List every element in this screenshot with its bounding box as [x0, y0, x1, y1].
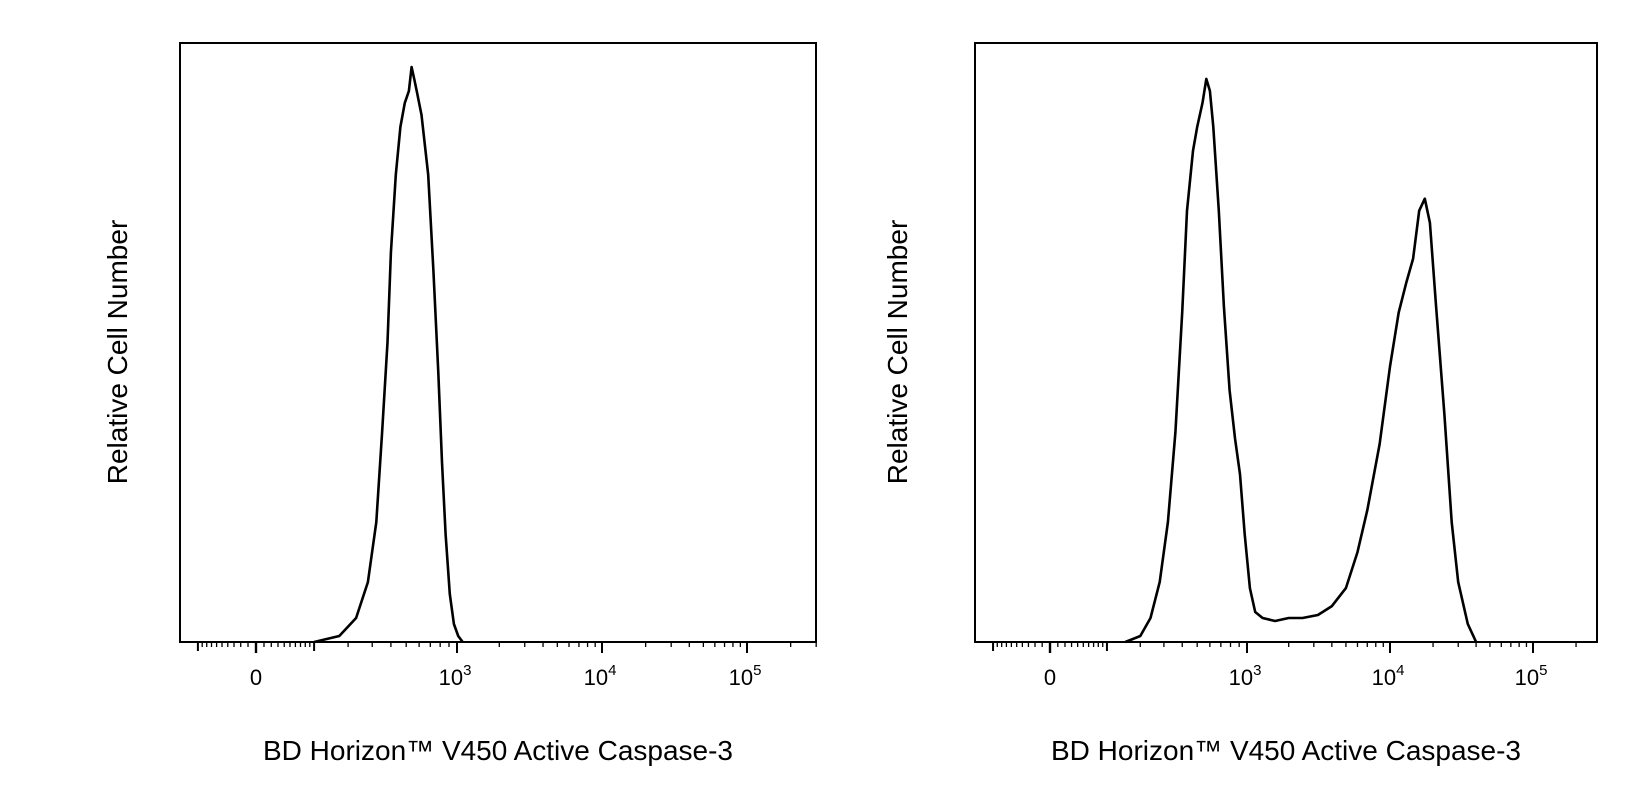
histogram-panel-right: 0 103 104 105 BD Horizon™ V450 Active Caspa… — [882, 42, 1598, 766]
histogram-panel-left: 0 103 104 105 BD Horizon™ V450 Active Caspa… — [102, 42, 817, 766]
y-axis-title: Relative Cell Number — [102, 220, 133, 485]
x-tick-exponent: 3 — [463, 662, 471, 679]
plot-frame — [179, 42, 817, 643]
x-tick-exponent: 4 — [608, 662, 616, 679]
x-tick-label: 0 — [1044, 665, 1056, 690]
x-axis-title: BD Horizon™ V450 Active Caspase-3 — [263, 735, 733, 766]
x-tick-label: 0 — [250, 665, 262, 690]
x-axis-ticks — [992, 642, 1577, 653]
x-tick-label: 105 — [729, 662, 762, 690]
x-tick-exponent: 4 — [1396, 662, 1404, 679]
histogram-curve — [1124, 77, 1478, 644]
x-tick-exponent: 5 — [1539, 662, 1547, 679]
x-tick-labels: 0 103 104 105 — [1044, 662, 1548, 690]
x-tick-label: 103 — [439, 662, 472, 690]
plot-frame — [974, 42, 1598, 643]
x-tick-exponent: 3 — [1253, 662, 1261, 679]
x-tick-label: 104 — [584, 662, 617, 690]
x-tick-label: 104 — [1372, 662, 1405, 690]
x-axis-ticks — [196, 642, 817, 653]
x-tick-label: 103 — [1229, 662, 1262, 690]
y-axis-title: Relative Cell Number — [882, 220, 913, 485]
histogram-curve — [313, 65, 464, 644]
x-tick-label: 105 — [1515, 662, 1548, 690]
x-axis-title: BD Horizon™ V450 Active Caspase-3 — [1051, 735, 1521, 766]
x-tick-labels: 0 103 104 105 — [250, 662, 762, 690]
x-tick-exponent: 5 — [753, 662, 761, 679]
